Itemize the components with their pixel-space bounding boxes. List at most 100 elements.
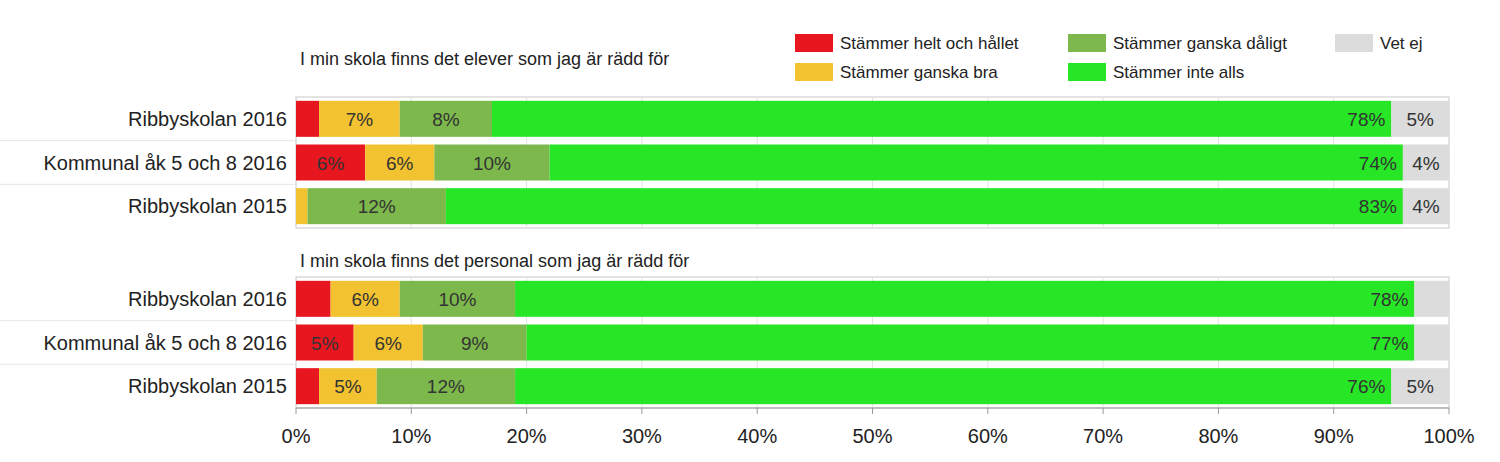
data-label: 5% [311, 333, 339, 354]
bar-segment [527, 325, 1415, 361]
tick-label: 60% [968, 425, 1008, 447]
category-label: Ribbyskolan 2015 [128, 195, 287, 217]
category-label: Ribbyskolan 2015 [128, 375, 287, 397]
tick-mark [411, 408, 412, 414]
tick-label: 30% [622, 425, 662, 447]
data-label: 6% [386, 153, 414, 174]
data-label: 5% [1406, 376, 1434, 397]
tick-label: 80% [1198, 425, 1238, 447]
tick-label: 50% [852, 425, 892, 447]
bar-segment [446, 188, 1403, 224]
bars [296, 281, 1449, 404]
plot-frame [296, 277, 1449, 408]
bar-segment [331, 281, 400, 317]
tick-mark [1218, 408, 1219, 414]
bar-segment [434, 145, 549, 181]
row-separator [0, 184, 296, 185]
bar-segment [1403, 188, 1449, 224]
bar-segment [319, 101, 400, 137]
tick-mark [872, 408, 873, 414]
data-label: 8% [432, 109, 460, 130]
bar-segment [400, 281, 515, 317]
data-labels: 6%10%78%5%6%9%77%5%12%76%5% [311, 289, 1434, 397]
data-label: 5% [334, 376, 362, 397]
bar-segment [354, 325, 423, 361]
bars [296, 101, 1449, 224]
bar-segment [492, 101, 1391, 137]
legend-swatch [795, 34, 833, 52]
data-label: 6% [351, 289, 379, 310]
legend-swatch [1335, 34, 1373, 52]
legend-swatch [795, 63, 833, 81]
tick-label: 100% [1423, 425, 1474, 447]
tick-label: 10% [391, 425, 431, 447]
category-label: Kommunal åk 5 och 8 2016 [44, 152, 288, 174]
data-label: 6% [375, 333, 403, 354]
row-separator [0, 364, 296, 365]
tick-mark [1103, 408, 1104, 414]
data-label: 77% [1370, 333, 1408, 354]
data-label: 78% [1370, 289, 1408, 310]
bar-segment [1391, 368, 1449, 404]
tick-mark [987, 408, 988, 414]
bar-segment [400, 101, 492, 137]
tick-label: 70% [1083, 425, 1123, 447]
bar-segment [515, 281, 1414, 317]
bar-segment [423, 325, 527, 361]
bar-segment [308, 188, 446, 224]
bar-segment [296, 188, 308, 224]
plot-frame [296, 97, 1449, 228]
tick-mark [641, 408, 642, 414]
bar-segment [296, 281, 331, 317]
data-label: 6% [317, 153, 345, 174]
data-labels: 7%8%78%5%6%6%10%74%4%12%83%4% [317, 109, 1440, 217]
data-label: 83% [1359, 196, 1397, 217]
data-label: 74% [1359, 153, 1397, 174]
chart-title: I min skola finns det elever som jag är … [300, 49, 669, 69]
bar-segment [1391, 101, 1449, 137]
data-label: 4% [1412, 153, 1440, 174]
legend-label: Vet ej [1380, 34, 1423, 53]
tick-label: 90% [1314, 425, 1354, 447]
bar-segment [377, 368, 515, 404]
tick-label: 20% [507, 425, 547, 447]
bar-segment [1403, 145, 1449, 181]
data-label: 78% [1347, 109, 1385, 130]
bar-segment [319, 368, 377, 404]
legend-label: Stämmer ganska bra [840, 63, 998, 82]
data-label: 10% [438, 289, 476, 310]
tick-mark [296, 408, 297, 414]
legend-swatch [1068, 63, 1106, 81]
bar-segment [1414, 325, 1449, 361]
chart-title: I min skola finns det personal som jag ä… [300, 251, 689, 271]
tick-mark [1333, 408, 1334, 414]
bar-segment [515, 368, 1391, 404]
bar-segment [296, 101, 319, 137]
bar-segment [365, 145, 434, 181]
legend-label: Stämmer helt och hållet [840, 34, 1019, 53]
legend-label: Stämmer inte alls [1113, 63, 1244, 82]
bar-segment [296, 368, 319, 404]
legend-label: Stämmer ganska dåligt [1113, 34, 1287, 53]
tick-mark [526, 408, 527, 414]
bar-segment [296, 325, 354, 361]
tick-mark [1449, 408, 1450, 414]
category-label: Ribbyskolan 2016 [128, 108, 287, 130]
chart-canvas: I min skola finns det elever som jag är … [0, 0, 1500, 462]
bar-segment [550, 145, 1403, 181]
data-label: 9% [461, 333, 489, 354]
legend-swatch [1068, 34, 1106, 52]
data-label: 10% [473, 153, 511, 174]
data-label: 5% [1406, 109, 1434, 130]
tick-label: 40% [737, 425, 777, 447]
data-label: 12% [358, 196, 396, 217]
data-label: 76% [1347, 376, 1385, 397]
category-label: Kommunal åk 5 och 8 2016 [44, 332, 288, 354]
row-separator [0, 320, 296, 321]
tick-mark [757, 408, 758, 414]
bar-segment [1414, 281, 1449, 317]
tick-label: 0% [282, 425, 311, 447]
bar-segment [296, 145, 365, 181]
category-label: Ribbyskolan 2016 [128, 288, 287, 310]
data-label: 7% [346, 109, 374, 130]
